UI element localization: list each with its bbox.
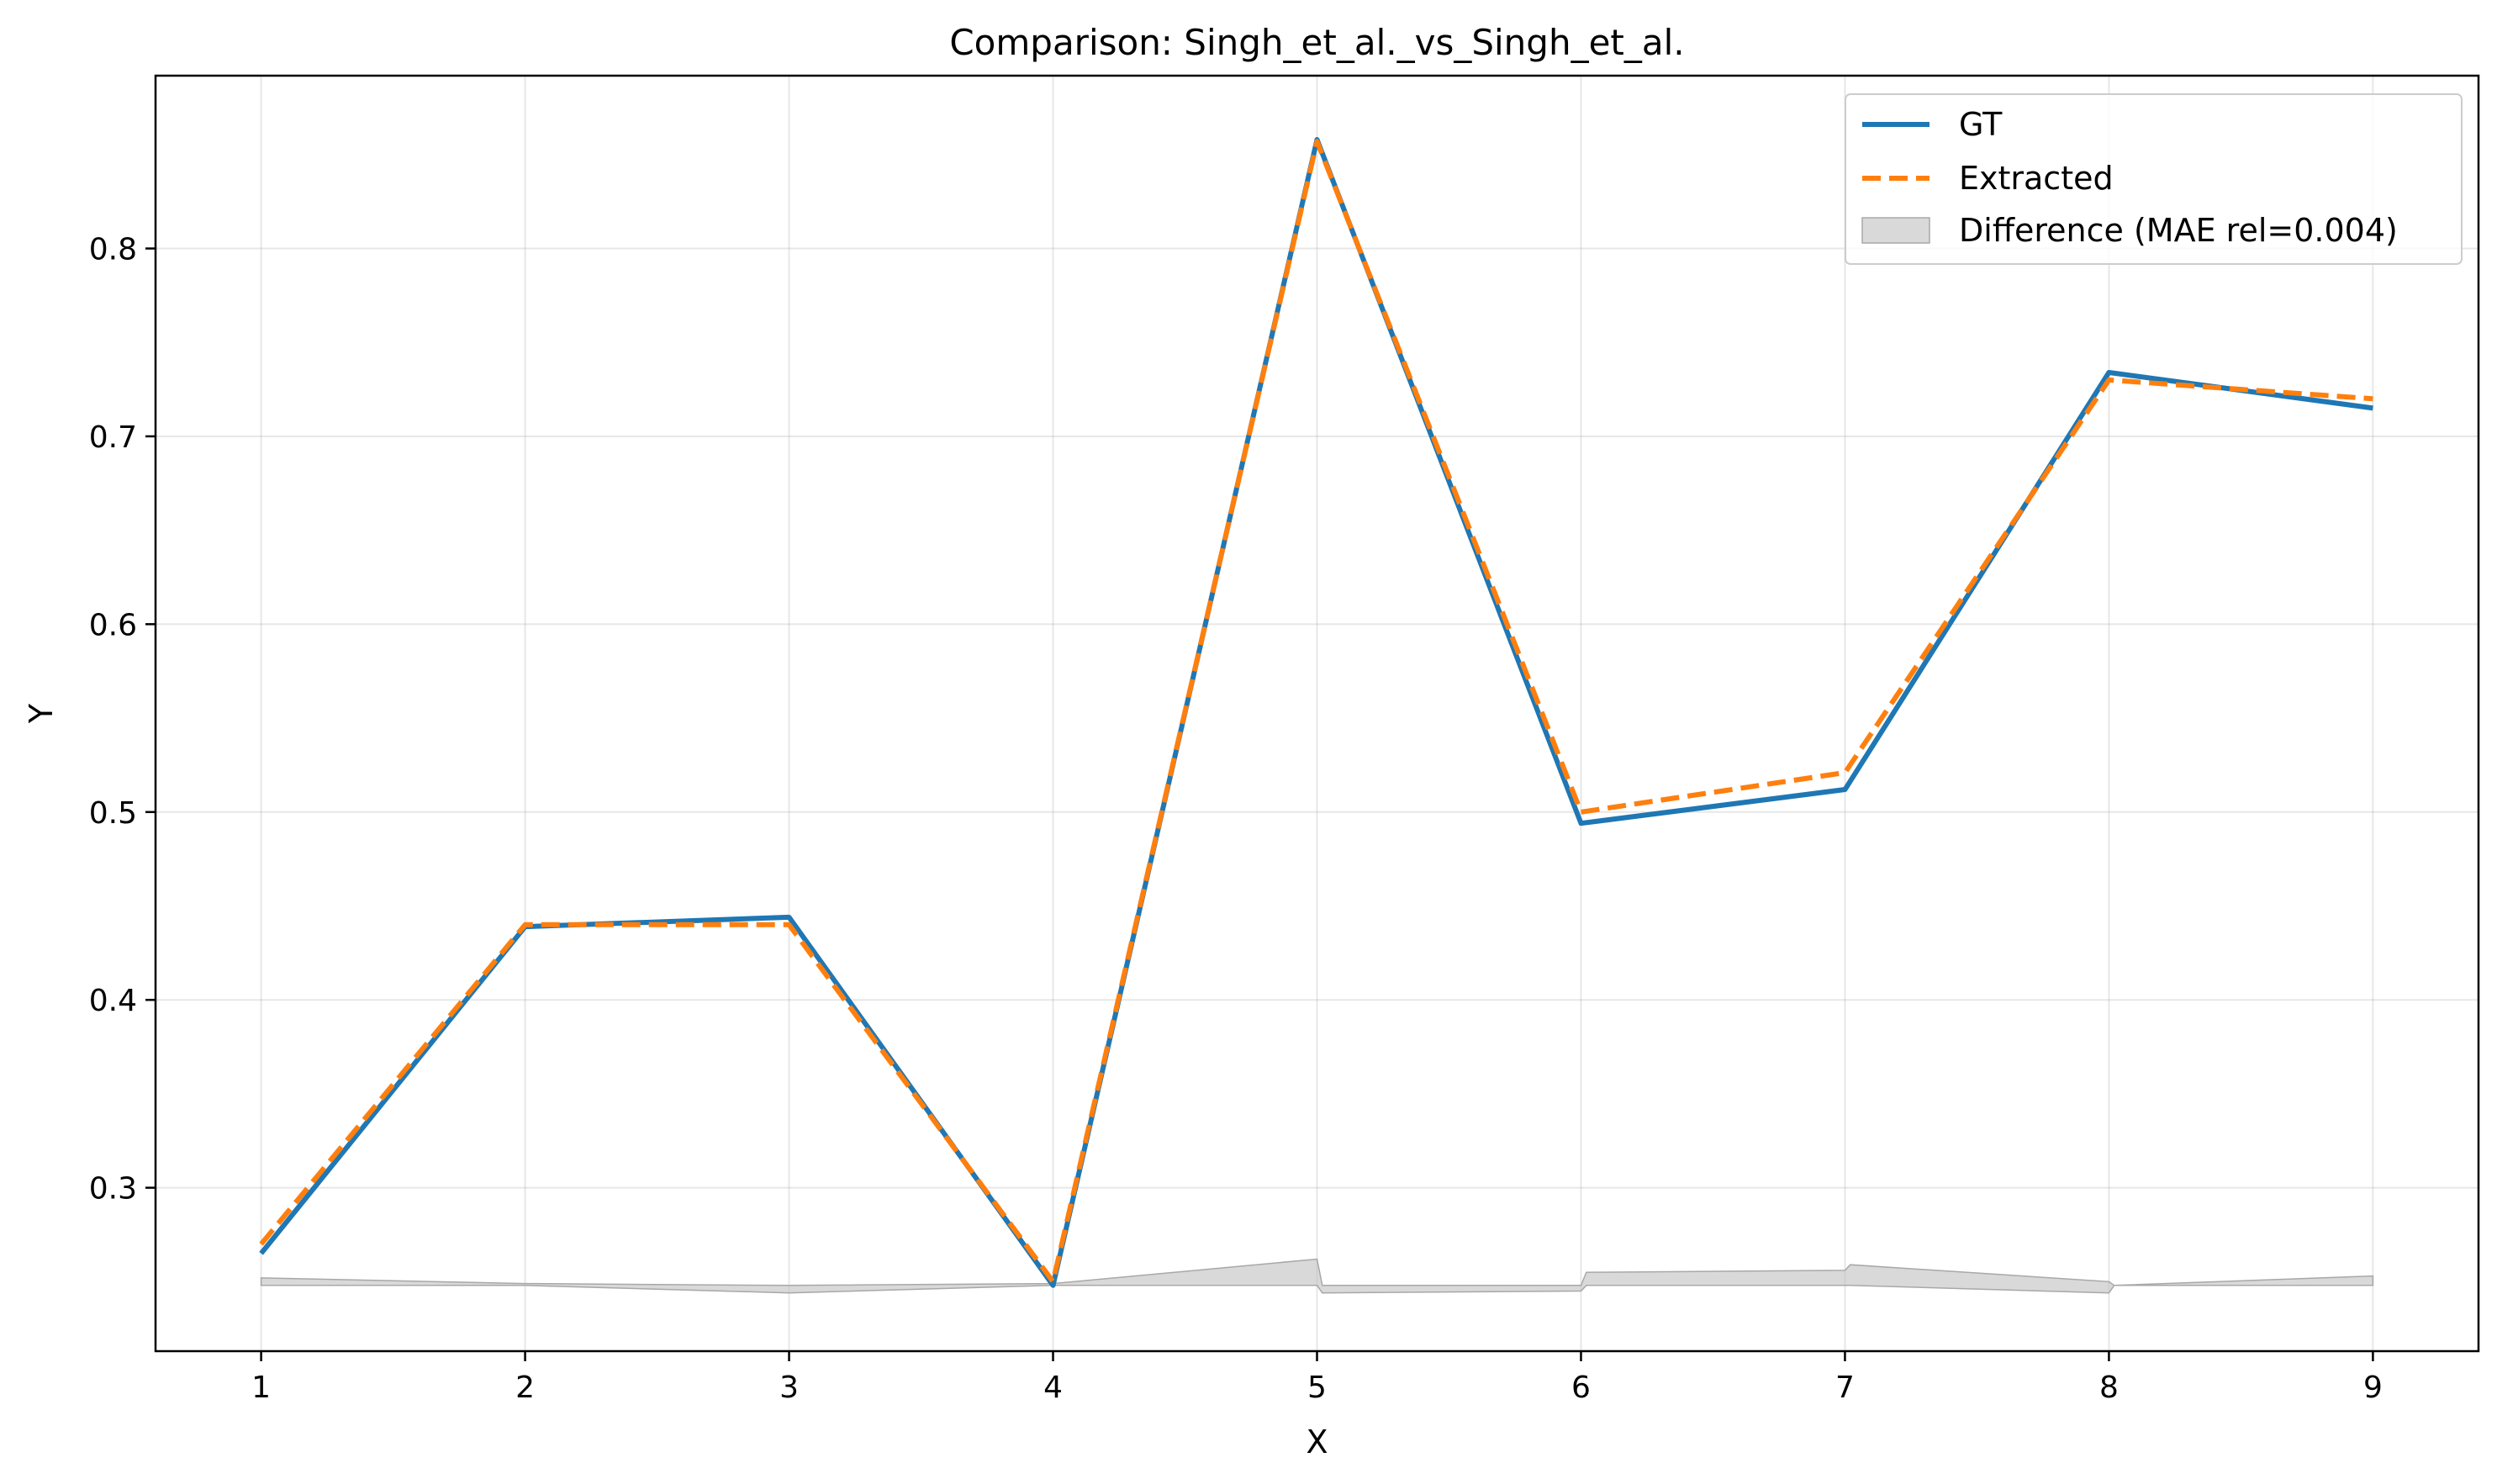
legend-box — [1845, 93, 2463, 265]
legend: GT Extracted Difference (MAE rel=0.004) — [1845, 93, 2463, 265]
y-tick-label: 0.7 — [89, 420, 137, 455]
y-tick-label: 0.3 — [89, 1172, 137, 1207]
x-tick-label: 2 — [515, 1370, 535, 1405]
x-tick-label: 9 — [2363, 1370, 2383, 1405]
x-axis-label: X — [1306, 1423, 1328, 1460]
x-tick-label: 6 — [1571, 1370, 1591, 1405]
difference-area — [260, 1258, 2374, 1294]
difference-fill — [260, 1258, 2374, 1294]
series-lines — [259, 137, 2373, 1288]
legend-difference-label: Difference (MAE rel=0.004) — [1959, 212, 2398, 249]
chart-title: Comparison: Singh_et_al._vs_Singh_et_al. — [949, 22, 1684, 63]
axis-ticks: 1 2 3 4 5 6 7 8 9 0.3 0.4 0.5 0.6 0.7 0.8 — [89, 233, 2383, 1405]
y-tick-label: 0.4 — [89, 984, 137, 1018]
y-axis-label: Y — [23, 703, 60, 724]
x-tick-label: 1 — [251, 1370, 271, 1405]
legend-gt-label: GT — [1959, 106, 2003, 143]
y-tick-label: 0.5 — [89, 796, 137, 831]
y-tick-label: 0.8 — [89, 233, 137, 267]
x-tick-label: 7 — [1835, 1370, 1855, 1405]
legend-extracted-label: Extracted — [1959, 160, 2114, 197]
x-tick-label: 3 — [779, 1370, 799, 1405]
series-line-extracted — [259, 139, 2373, 1285]
legend-difference-swatch — [1861, 217, 1930, 244]
x-tick-label: 4 — [1043, 1370, 1063, 1405]
x-tick-label: 5 — [1307, 1370, 1327, 1405]
y-tick-label: 0.6 — [89, 608, 137, 642]
grid — [156, 76, 2479, 1351]
x-tick-label: 8 — [2099, 1370, 2119, 1405]
